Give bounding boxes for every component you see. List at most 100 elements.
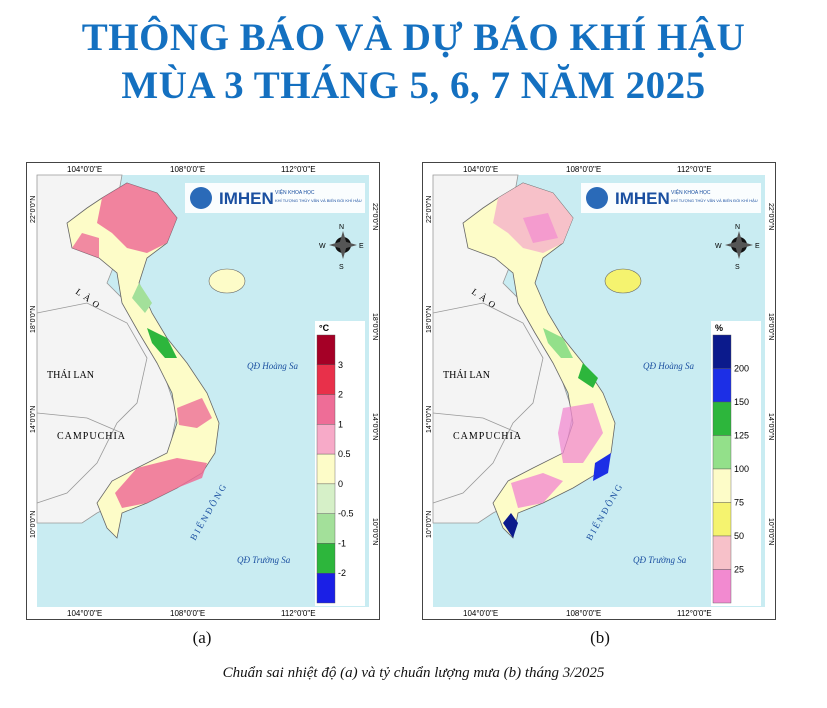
label-cambodia: CAMPUCHIA bbox=[57, 431, 126, 442]
svg-text:N: N bbox=[339, 224, 344, 231]
legend-swatch bbox=[316, 424, 336, 455]
label-thailand: THÁI LAN bbox=[443, 369, 490, 381]
hainan-island bbox=[208, 268, 246, 294]
border-line bbox=[432, 302, 544, 504]
svg-text:112°0'0"E: 112°0'0"E bbox=[281, 609, 316, 618]
label-spratly: QĐ Trường Sa bbox=[633, 555, 687, 565]
compass-rose-icon: N S E W bbox=[319, 224, 364, 271]
rainfall-region bbox=[523, 213, 558, 243]
svg-text:S: S bbox=[339, 264, 344, 271]
svg-text:108°0'0"E: 108°0'0"E bbox=[170, 609, 205, 618]
svg-text:10°0'0"N: 10°0'0"N bbox=[767, 518, 775, 545]
legend-swatch bbox=[316, 543, 336, 574]
legend-swatch bbox=[712, 569, 732, 604]
map-panel-temperature: IMHEN VIỆN KHOA HỌC KHÍ TƯỢNG THỦY VĂN V… bbox=[26, 162, 380, 620]
legend-tick-label: 1 bbox=[338, 419, 343, 429]
legend-temperature: °C 3 2 1 0.5 0 -0.5 -1 -2 bbox=[315, 321, 365, 606]
legend-swatch bbox=[712, 468, 732, 503]
legend-tick-label: 100 bbox=[734, 464, 749, 474]
svg-text:IMHEN: IMHEN bbox=[615, 189, 670, 208]
anomaly-region bbox=[147, 328, 177, 358]
label-thailand: THÁI LAN bbox=[47, 369, 94, 381]
legend-tick-label: 50 bbox=[734, 531, 744, 541]
rainfall-region bbox=[558, 403, 603, 463]
rainfall-map: IMHEN VIỆN KHOA HỌC KHÍ TƯỢNG THỦY VĂN V… bbox=[425, 165, 775, 618]
legend-tick-label: 125 bbox=[734, 431, 749, 441]
label-paracel: QĐ Hoàng Sa bbox=[247, 361, 298, 371]
svg-text:N: N bbox=[735, 224, 740, 231]
svg-text:112°0'0"E: 112°0'0"E bbox=[677, 609, 712, 618]
legend-swatch bbox=[712, 535, 732, 570]
legend-swatch bbox=[316, 453, 336, 485]
svg-text:°C: °C bbox=[319, 323, 330, 333]
legend-tick-label: 200 bbox=[734, 364, 749, 374]
hainan-island bbox=[604, 268, 642, 294]
map-panel-rainfall: IMHEN VIỆN KHOA HỌC KHÍ TƯỢNG THỦY VĂN V… bbox=[422, 162, 776, 620]
imhen-logo: IMHEN VIỆN KHOA HỌC KHÍ TƯỢNG THỦY VĂN V… bbox=[185, 183, 365, 213]
legend-swatch bbox=[316, 483, 336, 514]
svg-text:22°0'0"N: 22°0'0"N bbox=[371, 203, 379, 230]
legend-tick-label: -2 bbox=[338, 568, 346, 578]
figure-caption: Chuẩn sai nhiệt độ (a) và tỷ chuẩn lượng… bbox=[222, 665, 605, 681]
svg-text:W: W bbox=[319, 243, 326, 250]
legend-tick-label: 0.5 bbox=[338, 449, 351, 459]
svg-text:10°0'0"N: 10°0'0"N bbox=[29, 511, 37, 538]
legend-tick-label: 2 bbox=[338, 390, 343, 400]
vietnam-land bbox=[66, 182, 220, 539]
legend-tick-label: 25 bbox=[734, 565, 744, 575]
legend-swatch bbox=[712, 435, 732, 470]
svg-text:14°0'0"N: 14°0'0"N bbox=[767, 413, 775, 440]
page-title-line-1: THÔNG BÁO VÀ DỰ BÁO KHÍ HẬU bbox=[81, 16, 746, 59]
imhen-logo: IMHEN VIỆN KHOA HỌC KHÍ TƯỢNG THỦY VĂN V… bbox=[581, 183, 761, 213]
legend-swatch bbox=[316, 394, 336, 425]
svg-text:104°0'0"E: 104°0'0"E bbox=[67, 609, 102, 618]
page-title-line-2: MÙA 3 THÁNG 5, 6, 7 NĂM 2025 bbox=[121, 64, 706, 107]
label-spratly: QĐ Trường Sa bbox=[237, 555, 291, 565]
svg-text:W: W bbox=[715, 243, 722, 250]
svg-text:KHÍ TƯỢNG THỦY VĂN VÀ BIẾN ĐỔI: KHÍ TƯỢNG THỦY VĂN VÀ BIẾN ĐỔI KHÍ HẬU bbox=[275, 198, 362, 203]
rainfall-region bbox=[511, 473, 563, 508]
legend-swatch bbox=[316, 364, 336, 395]
svg-text:104°0'0"E: 104°0'0"E bbox=[463, 165, 498, 174]
border-line bbox=[36, 412, 123, 434]
svg-text:112°0'0"E: 112°0'0"E bbox=[677, 165, 712, 174]
border-line bbox=[36, 302, 148, 504]
compass-rose-icon: N S E W bbox=[715, 224, 760, 271]
anomaly-region bbox=[72, 233, 99, 258]
temperature-map: IMHEN VIỆN KHOA HỌC KHÍ TƯỢNG THỦY VĂN V… bbox=[29, 165, 379, 618]
svg-text:108°0'0"E: 108°0'0"E bbox=[566, 165, 601, 174]
legend-tick-label: 150 bbox=[734, 397, 749, 407]
svg-text:S: S bbox=[735, 264, 740, 271]
anomaly-region bbox=[97, 183, 177, 253]
legend-swatch bbox=[712, 502, 732, 537]
svg-text:10°0'0"N: 10°0'0"N bbox=[371, 518, 379, 545]
legend-tick-label: 3 bbox=[338, 360, 343, 370]
svg-text:104°0'0"E: 104°0'0"E bbox=[67, 165, 102, 174]
svg-text:108°0'0"E: 108°0'0"E bbox=[170, 165, 205, 174]
svg-text:VIỆN KHOA HỌC: VIỆN KHOA HỌC bbox=[671, 188, 711, 196]
label-cambodia: CAMPUCHIA bbox=[453, 431, 522, 442]
svg-text:22°0'0"N: 22°0'0"N bbox=[29, 196, 37, 223]
svg-text:22°0'0"N: 22°0'0"N bbox=[425, 196, 433, 223]
legend-swatch bbox=[316, 573, 336, 604]
legend-tick-label: 0 bbox=[338, 479, 343, 489]
svg-text:112°0'0"E: 112°0'0"E bbox=[281, 165, 316, 174]
svg-text:VIỆN KHOA HỌC: VIỆN KHOA HỌC bbox=[275, 188, 315, 196]
legend-swatch bbox=[712, 368, 732, 403]
svg-text:14°0'0"N: 14°0'0"N bbox=[29, 406, 37, 433]
panel-label-a: (a) bbox=[192, 628, 212, 647]
rainfall-region bbox=[503, 513, 518, 538]
legend-tick-label: -0.5 bbox=[338, 509, 354, 519]
panel-label-b: (b) bbox=[590, 628, 610, 647]
svg-text:18°0'0"N: 18°0'0"N bbox=[767, 313, 775, 340]
svg-text:104°0'0"E: 104°0'0"E bbox=[463, 609, 498, 618]
anomaly-region bbox=[177, 398, 212, 428]
svg-text:14°0'0"N: 14°0'0"N bbox=[425, 406, 433, 433]
legend-swatch bbox=[316, 334, 336, 365]
legend-tick-label: 75 bbox=[734, 498, 744, 508]
legend-swatch bbox=[712, 334, 732, 369]
svg-text:22°0'0"N: 22°0'0"N bbox=[767, 203, 775, 230]
svg-text:%: % bbox=[715, 323, 723, 333]
svg-text:10°0'0"N: 10°0'0"N bbox=[425, 511, 433, 538]
svg-text:KHÍ TƯỢNG THỦY VĂN VÀ BIẾN ĐỔI: KHÍ TƯỢNG THỦY VĂN VÀ BIẾN ĐỔI KHÍ HẬU bbox=[671, 198, 758, 203]
